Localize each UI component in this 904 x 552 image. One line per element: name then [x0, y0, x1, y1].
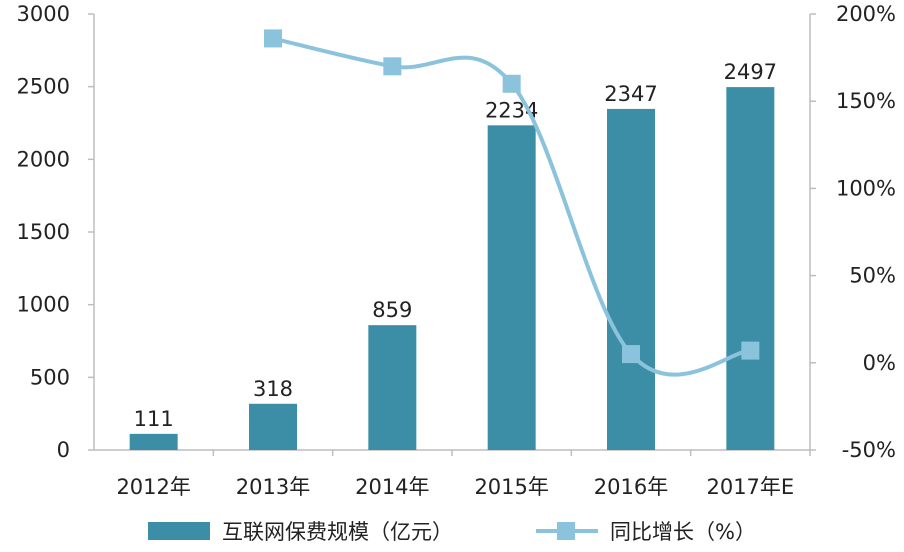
x-tick-label: 2012年: [116, 475, 190, 499]
left-tick-label: 1000: [17, 293, 70, 317]
bars: [129, 87, 775, 451]
growth-line-marker: [502, 74, 521, 93]
bar-data-label: 2347: [604, 82, 657, 106]
left-tick-label: 3000: [17, 2, 70, 26]
left-tick-label: 1500: [17, 220, 70, 244]
legend-bar-swatch: [148, 522, 210, 540]
legend: 互联网保费规模（亿元） 同比增长（%）: [148, 520, 756, 544]
bar-data-label: 859: [372, 298, 412, 322]
growth-line-marker: [622, 345, 640, 364]
x-axis-labels: 2012年 2013年 2014年 2015年 2016年 2017年E: [116, 450, 811, 499]
x-tick-label: 2016年: [594, 475, 668, 499]
growth-line-marker: [741, 341, 760, 360]
left-tick-label: 500: [30, 365, 70, 389]
x-tick-label: 2015年: [474, 475, 548, 499]
right-tick-label: -50%: [842, 438, 896, 462]
left-axis-ticks: 0 500 1000 1500 2000 2500 3000: [17, 2, 94, 462]
right-tick-label: 100%: [836, 176, 896, 200]
legend-line-marker: [557, 522, 575, 540]
bar: [368, 325, 417, 450]
right-tick-label: 50%: [849, 264, 896, 288]
x-tick-label: 2017年E: [706, 475, 794, 499]
growth-line-marker: [264, 29, 282, 48]
growth-line-path: [272, 36, 751, 377]
growth-line-marker: [383, 57, 402, 76]
left-tick-label: 0: [57, 438, 70, 462]
left-tick-label: 2500: [17, 75, 70, 99]
bar-data-label: 2497: [724, 60, 777, 84]
bar: [607, 108, 655, 451]
legend-line-label: 同比增长（%）: [610, 520, 756, 544]
growth-line: [264, 29, 760, 377]
bar-data-label: 111: [134, 407, 174, 431]
bar: [129, 433, 178, 450]
right-tick-label: 0%: [863, 351, 896, 375]
bar: [487, 125, 536, 451]
x-tick-label: 2013年: [236, 475, 310, 499]
left-tick-label: 2000: [17, 147, 70, 171]
right-tick-label: 200%: [836, 2, 896, 26]
bar: [726, 87, 775, 451]
x-tick-label: 2014年: [355, 475, 429, 499]
bar-data-label: 318: [253, 377, 293, 401]
right-axis-ticks: -50% 0% 50% 100% 150% 200%: [810, 2, 896, 462]
right-tick-label: 150%: [836, 89, 896, 113]
legend-bar-label: 互联网保费规模（亿元）: [222, 520, 453, 544]
bar: [249, 403, 297, 450]
